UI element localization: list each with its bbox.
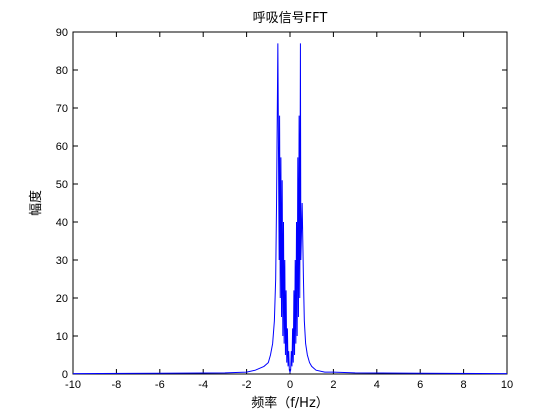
x-tick-label: 4 bbox=[374, 379, 380, 391]
chart-title: 呼吸信号FFT bbox=[253, 11, 328, 26]
x-tick-label: 0 bbox=[287, 379, 293, 391]
x-tick-label: 6 bbox=[417, 379, 423, 391]
y-tick-label: 70 bbox=[56, 103, 68, 115]
y-tick-label: 20 bbox=[56, 293, 68, 305]
y-axis-label: 幅度 bbox=[28, 190, 44, 216]
y-tick-label: 30 bbox=[56, 255, 68, 267]
x-tick-label: 2 bbox=[330, 379, 336, 391]
x-tick-label: -8 bbox=[112, 379, 122, 391]
fft-series-line bbox=[72, 43, 508, 375]
y-tick-label: 10 bbox=[56, 331, 68, 343]
y-tick-label: 0 bbox=[62, 369, 68, 381]
x-tick-label: -10 bbox=[65, 379, 81, 391]
y-tick-label: 80 bbox=[56, 65, 68, 77]
x-tick-label: -6 bbox=[155, 379, 165, 391]
x-tick-label: -4 bbox=[198, 379, 208, 391]
y-tick-label: 40 bbox=[56, 217, 68, 229]
x-tick-label: -2 bbox=[242, 379, 252, 391]
x-axis-label: 频率（f/Hz） bbox=[251, 395, 329, 411]
axis-ticks: -10 -8 -6 -4 -2 0 2 4 6 8 10 0 10 20 30 40 50 60 70 80 90 bbox=[56, 27, 513, 391]
y-tick-label: 90 bbox=[56, 27, 68, 39]
plot-area bbox=[72, 31, 508, 375]
y-tick-label: 50 bbox=[56, 179, 68, 191]
x-tick-label: 10 bbox=[501, 379, 513, 391]
x-tick-label: 8 bbox=[461, 379, 467, 391]
y-tick-label: 60 bbox=[56, 141, 68, 153]
